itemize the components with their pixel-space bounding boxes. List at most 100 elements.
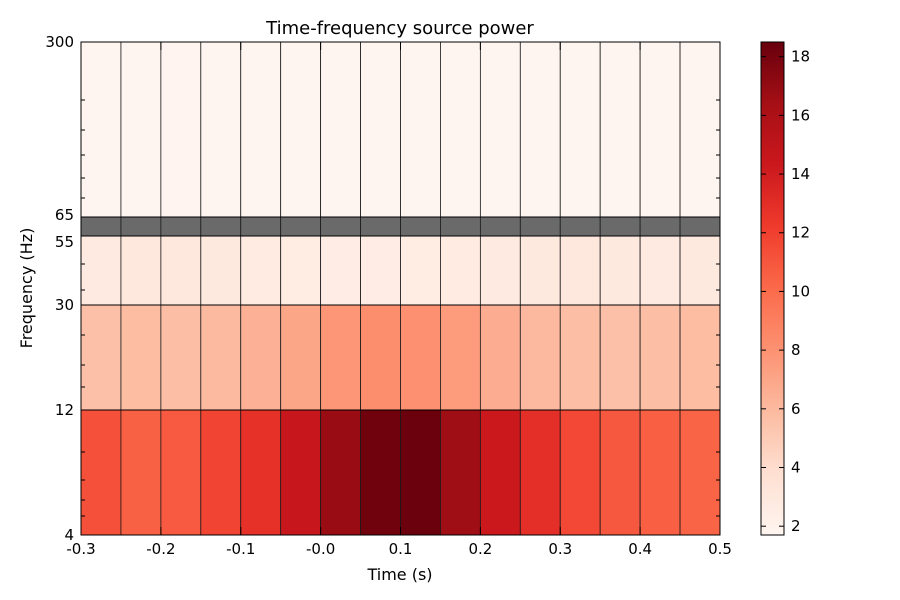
heatmap-cell	[479, 409, 521, 536]
colorbar-tick-label: 14	[791, 165, 810, 183]
minor-ticks	[81, 41, 720, 517]
x-axis: -0.3 -0.2 -0.1 -0.0 0.1 0.2 0.3 0.4 0.5	[66, 42, 732, 558]
heatmap-cell	[160, 304, 202, 411]
x-axis-label: Time (s)	[366, 565, 432, 584]
heatmap-cell	[479, 41, 521, 218]
heatmap-cell	[519, 409, 561, 536]
heatmap-cell	[679, 235, 721, 306]
colorbar-tick-label: 4	[791, 459, 801, 477]
heatmap-cell	[360, 409, 401, 536]
y-axis-label: Frequency (Hz)	[17, 228, 36, 349]
masked-cell	[440, 216, 481, 237]
heatmap-cell	[639, 304, 681, 411]
masked-cell	[479, 216, 521, 237]
heatmap-cell	[679, 41, 721, 218]
heatmap-cell	[400, 304, 441, 411]
heatmap-cell	[80, 235, 122, 306]
heatmap-cell	[599, 409, 641, 536]
heatmap-cell	[280, 304, 322, 411]
x-tick-label: 0.3	[548, 540, 572, 558]
heatmap-cell	[280, 41, 322, 218]
x-tick-label: 0.2	[468, 540, 492, 558]
heatmap-cell	[80, 304, 122, 411]
heatmap-cell	[320, 235, 361, 306]
x-tick-label: -0.1	[226, 540, 255, 558]
plot-frame	[80, 41, 721, 536]
x-tick-label: 0.5	[708, 540, 732, 558]
heatmap-cell	[280, 235, 322, 306]
y-tick-label: 30	[55, 296, 74, 314]
heatmap-cell	[599, 235, 641, 306]
masked-cell	[280, 216, 322, 237]
x-tick-label: 0.4	[628, 540, 652, 558]
y-tick-label: 55	[55, 233, 74, 251]
colorbar-tick-label: 8	[791, 341, 801, 359]
heatmap-cell	[479, 235, 521, 306]
heatmap-cells	[80, 41, 721, 536]
masked-cell	[400, 216, 441, 237]
masked-cell	[559, 216, 601, 237]
heatmap-cell	[360, 304, 401, 411]
y-tick-label: 300	[45, 33, 74, 51]
heatmap-cell	[599, 304, 641, 411]
heatmap-cell	[519, 304, 561, 411]
heatmap-cell	[479, 304, 521, 411]
y-tick-label: 4	[64, 526, 74, 544]
masked-cell	[519, 216, 561, 237]
masked-cell	[160, 216, 202, 237]
heatmap-cell	[200, 41, 242, 218]
heatmap-cell	[200, 304, 242, 411]
x-tick-label: -0.0	[306, 540, 335, 558]
colorbar-tick-label: 2	[791, 517, 801, 535]
heatmap-cell	[559, 235, 601, 306]
heatmap-cell	[519, 235, 561, 306]
heatmap-cell	[200, 235, 242, 306]
heatmap-cell	[200, 409, 242, 536]
heatmap-cell	[240, 304, 282, 411]
x-tick-label: 0.1	[389, 540, 413, 558]
masked-cell	[320, 216, 361, 237]
heatmap-cell	[240, 409, 282, 536]
masked-cell	[80, 216, 122, 237]
heatmap-cell	[160, 235, 202, 306]
heatmap-cell	[679, 409, 721, 536]
masked-cell	[639, 216, 681, 237]
masked-cell	[599, 216, 641, 237]
masked-cell	[120, 216, 162, 237]
heatmap-cell	[120, 304, 162, 411]
heatmap-cell	[559, 304, 601, 411]
y-tick-label: 12	[55, 401, 74, 419]
masked-cell	[200, 216, 242, 237]
heatmap-cell	[160, 41, 202, 218]
heatmap-cell	[400, 235, 441, 306]
y-axis: 4 12 30 55 65 300	[45, 33, 720, 544]
heatmap-cell	[559, 409, 601, 536]
heatmap-cell	[320, 41, 361, 218]
masked-cell	[679, 216, 721, 237]
heatmap-cell	[240, 235, 282, 306]
heatmap-cell	[639, 409, 681, 536]
colorbar-tick-label: 10	[791, 282, 810, 300]
heatmap-cell	[120, 409, 162, 536]
heatmap-cell	[440, 41, 481, 218]
colorbar-tick-label: 16	[791, 106, 810, 124]
colorbar-tick-label: 12	[791, 224, 810, 242]
colorbar-gradient	[760, 41, 785, 536]
heatmap-cell	[240, 41, 282, 218]
heatmap-cell	[639, 41, 681, 218]
colorbar-tick-label: 18	[791, 48, 810, 66]
heatmap-cell	[519, 41, 561, 218]
y-tick-label: 65	[55, 206, 74, 224]
heatmap-cell	[440, 409, 481, 536]
heatmap-cell	[599, 41, 641, 218]
colorbar-tick-label: 6	[791, 400, 801, 418]
x-tick-label: -0.2	[146, 540, 175, 558]
masked-cell	[240, 216, 282, 237]
heatmap-cell	[360, 41, 401, 218]
heatmap-cell	[400, 41, 441, 218]
heatmap-cell	[440, 304, 481, 411]
heatmap-cell	[400, 409, 441, 536]
heatmap-cell	[559, 41, 601, 218]
heatmap-cell	[679, 304, 721, 411]
